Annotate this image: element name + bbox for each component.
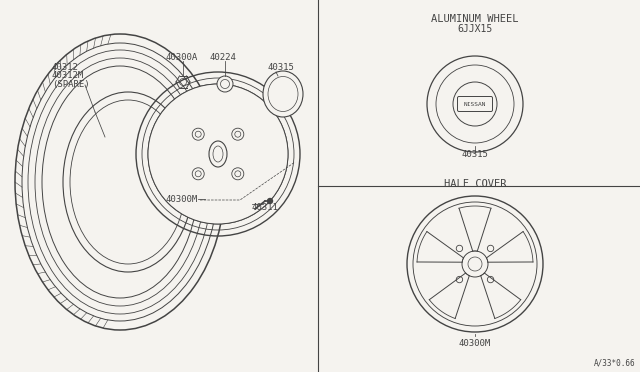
Text: 6JJX15: 6JJX15 (458, 24, 493, 34)
Text: 40312M: 40312M (52, 71, 84, 80)
Text: 40311: 40311 (252, 202, 279, 212)
Circle shape (192, 168, 204, 180)
Circle shape (148, 84, 288, 224)
Circle shape (192, 128, 204, 140)
Circle shape (487, 276, 493, 283)
Text: 40300M: 40300M (165, 195, 197, 203)
Circle shape (232, 168, 244, 180)
Ellipse shape (263, 71, 303, 117)
Text: ALUMINUM WHEEL: ALUMINUM WHEEL (431, 14, 519, 24)
Circle shape (456, 276, 463, 283)
Text: A/33*0.66: A/33*0.66 (593, 359, 635, 368)
Text: 40315: 40315 (461, 150, 488, 159)
Circle shape (456, 245, 463, 251)
Text: (SPARE): (SPARE) (52, 80, 90, 90)
Text: 40300A: 40300A (165, 52, 197, 61)
Text: 40312: 40312 (52, 62, 79, 71)
Ellipse shape (63, 92, 193, 272)
Text: 40315: 40315 (267, 64, 294, 73)
Text: 40224: 40224 (210, 52, 237, 61)
Circle shape (232, 128, 244, 140)
FancyBboxPatch shape (458, 96, 493, 112)
Text: NISSAN: NISSAN (464, 102, 486, 106)
Text: 40300M: 40300M (459, 339, 491, 348)
Ellipse shape (209, 141, 227, 167)
Circle shape (487, 245, 493, 251)
Circle shape (217, 76, 233, 92)
Circle shape (268, 199, 273, 203)
Text: HALF COVER: HALF COVER (444, 179, 506, 189)
